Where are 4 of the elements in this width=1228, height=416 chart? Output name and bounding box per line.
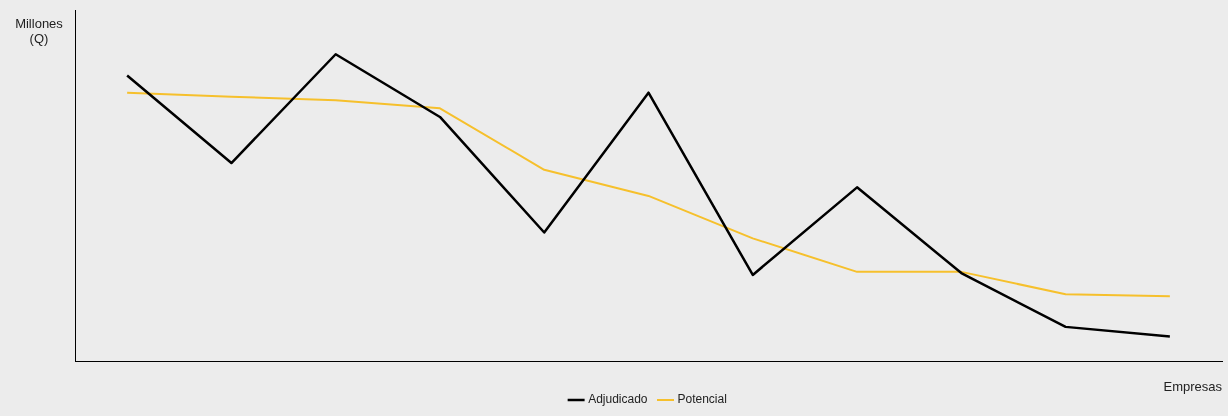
x-axis-title: Empresas bbox=[1163, 379, 1222, 394]
legend-label: Potencial bbox=[677, 392, 727, 407]
y-axis-title: Millones (Q) bbox=[14, 16, 64, 46]
legend-label: Adjudicado bbox=[588, 392, 648, 407]
